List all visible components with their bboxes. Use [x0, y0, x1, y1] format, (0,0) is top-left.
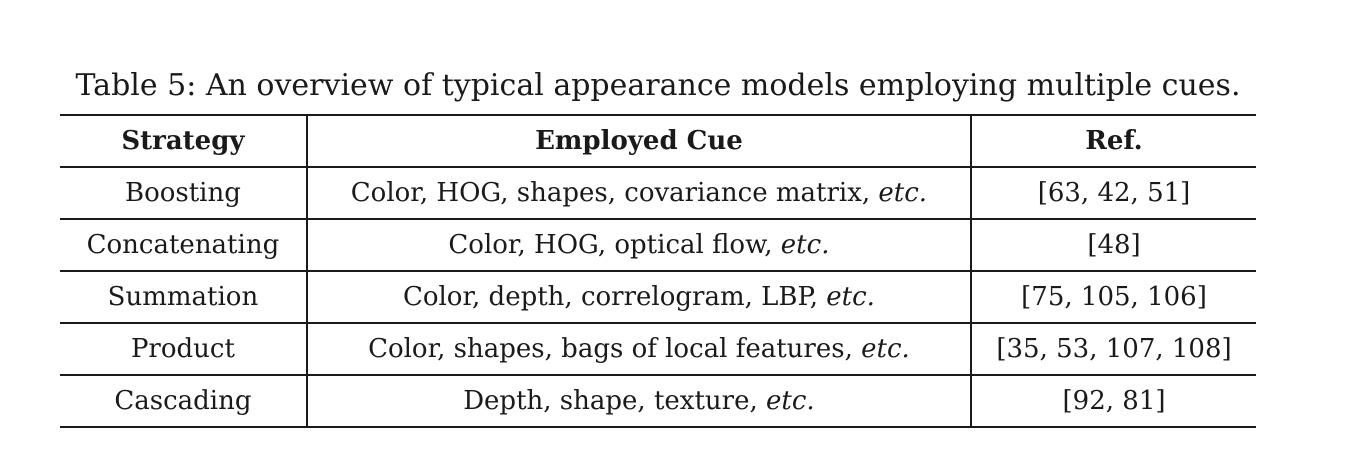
cue-etc: etc.	[826, 282, 875, 312]
table-header: Strategy Employed Cue Ref.	[60, 114, 1256, 168]
header-strategy: Strategy	[60, 114, 308, 168]
table-row: Cascading Depth, shape, texture, etc. [9…	[60, 375, 1256, 428]
table-row: Boosting Color, HOG, shapes, covariance …	[60, 167, 1256, 220]
cue-cell: Color, depth, correlogram, LBP, etc.	[306, 271, 973, 324]
header-employed-cue: Employed Cue	[306, 114, 973, 168]
strategy-cell: Product	[60, 323, 308, 376]
cue-text: Color, shapes, bags of local features,	[368, 334, 862, 364]
cue-cell: Color, shapes, bags of local features, e…	[306, 323, 973, 376]
cue-etc: etc.	[861, 334, 910, 364]
cue-text: Depth, shape, texture,	[463, 386, 766, 416]
cue-text: Color, HOG, shapes, covariance matrix,	[350, 178, 879, 208]
ref-cell: [75, 105, 106]	[971, 271, 1256, 324]
header-row: Strategy Employed Cue Ref.	[60, 114, 1256, 168]
cue-cell: Depth, shape, texture, etc.	[306, 375, 973, 428]
strategy-cell: Cascading	[60, 375, 308, 428]
table-body: Boosting Color, HOG, shapes, covariance …	[60, 167, 1256, 428]
strategy-cell: Summation	[60, 271, 308, 324]
table-row: Summation Color, depth, correlogram, LBP…	[60, 271, 1256, 324]
cues-table: Strategy Employed Cue Ref. Boosting Colo…	[60, 114, 1256, 428]
header-ref: Ref.	[971, 114, 1256, 168]
table-row: Product Color, shapes, bags of local fea…	[60, 323, 1256, 376]
cue-text: Color, HOG, optical flow,	[448, 230, 781, 260]
ref-cell: [63, 42, 51]	[971, 167, 1256, 220]
table-row: Concatenating Color, HOG, optical flow, …	[60, 219, 1256, 272]
cue-text: Color, depth, correlogram, LBP,	[402, 282, 827, 312]
cue-cell: Color, HOG, optical flow, etc.	[306, 219, 973, 272]
cue-cell: Color, HOG, shapes, covariance matrix, e…	[306, 167, 973, 220]
ref-cell: [92, 81]	[971, 375, 1256, 428]
strategy-cell: Concatenating	[60, 219, 308, 272]
table-caption: Table 5: An overview of typical appearan…	[75, 68, 1241, 103]
strategy-cell: Boosting	[60, 167, 308, 220]
cue-etc: etc.	[780, 230, 830, 260]
ref-cell: [48]	[971, 219, 1256, 272]
ref-cell: [35, 53, 107, 108]	[971, 323, 1256, 376]
cue-etc: etc.	[766, 386, 815, 416]
cue-etc: etc.	[878, 178, 928, 208]
